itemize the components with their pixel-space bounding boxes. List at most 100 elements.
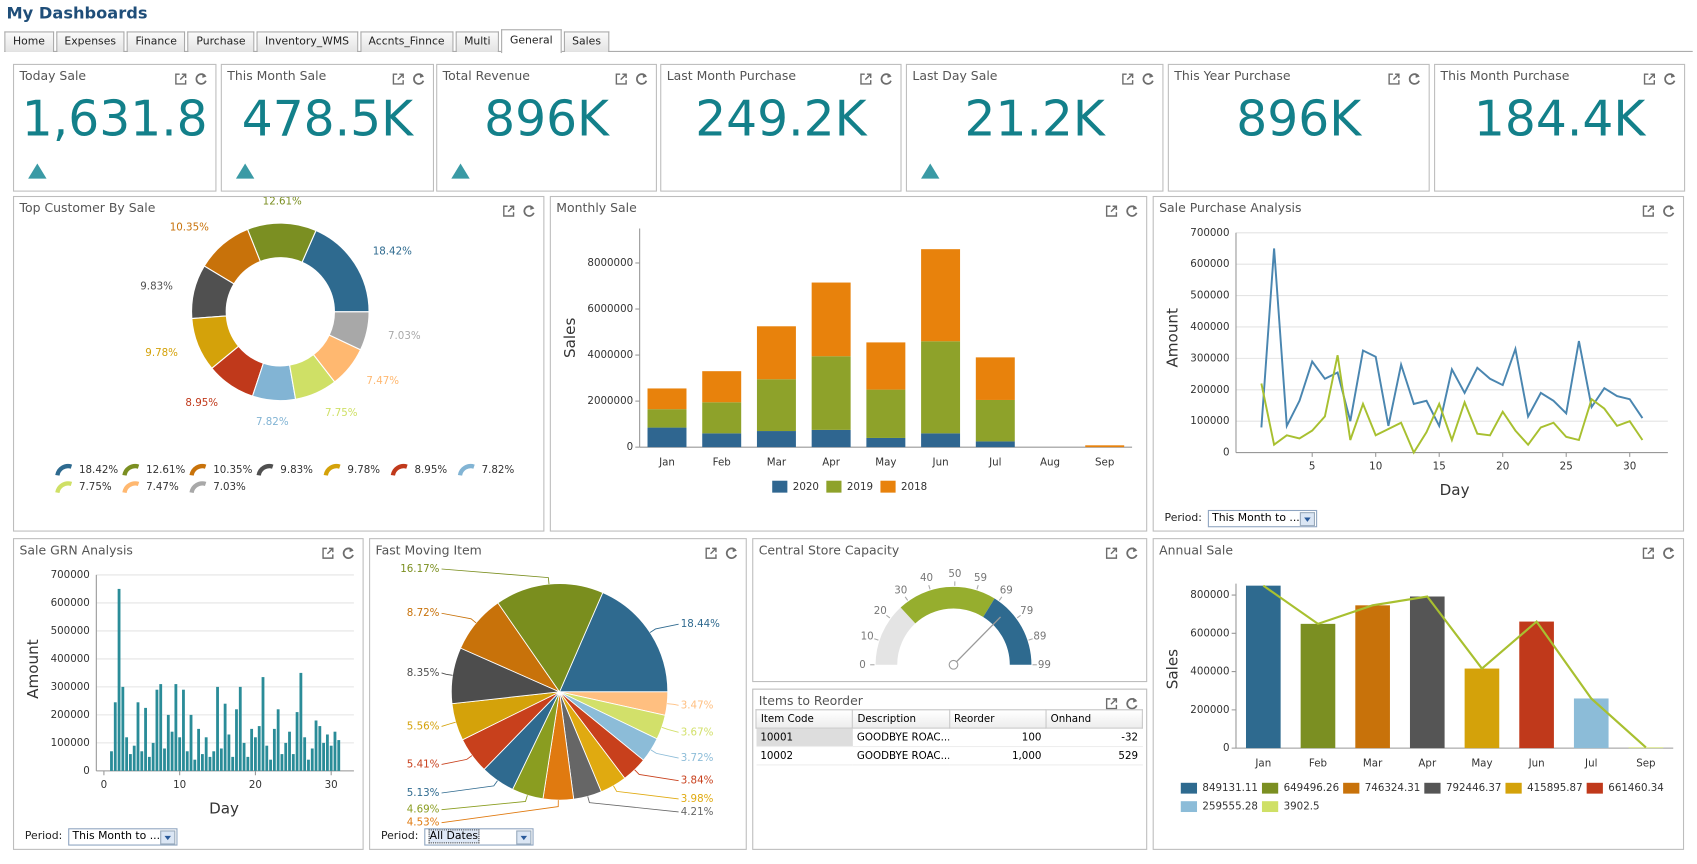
panel-title: Sale GRN Analysis	[19, 542, 133, 558]
x-tick-label: May	[1471, 757, 1492, 769]
expand-icon	[1643, 73, 1655, 85]
refresh-button[interactable]	[1663, 547, 1675, 559]
period-label: Period:	[1164, 512, 1202, 525]
trend-up-icon	[921, 163, 940, 179]
refresh-button[interactable]	[636, 73, 648, 85]
column-header[interactable]: Item Code	[755, 709, 854, 729]
bar	[231, 756, 235, 771]
refresh-button[interactable]	[1126, 205, 1138, 217]
table-row[interactable]: 10002 GOODBYE ROAC... 1,000 529	[755, 746, 1143, 766]
expand-button[interactable]	[322, 547, 334, 559]
bar-segment	[647, 427, 687, 448]
expand-button[interactable]	[1105, 547, 1118, 559]
bar	[322, 742, 326, 771]
expand-button[interactable]	[1105, 698, 1118, 710]
tab[interactable]: Accnts_Finnce	[359, 31, 454, 52]
refresh-button[interactable]	[523, 205, 535, 217]
x-tick-label: Feb	[713, 456, 731, 468]
y-tick-label: 100000	[51, 737, 90, 749]
x-tick-label: 20	[1496, 461, 1509, 473]
panel-graphics: 896K	[451, 73, 648, 179]
bar	[1355, 605, 1390, 749]
refresh-button[interactable]	[1408, 73, 1420, 85]
panel-graphics: 0 100000 200000 300000 400000 500000 600000 700…	[1164, 205, 1675, 499]
bar	[113, 702, 117, 771]
bar	[212, 751, 216, 771]
expand-button[interactable]	[1642, 205, 1654, 217]
bar	[235, 709, 238, 771]
donut-slice	[203, 228, 262, 285]
refresh-arrow	[1669, 205, 1675, 210]
bar-segment	[702, 402, 742, 434]
panel: Items to Reorder Item Code Description Reor…	[752, 688, 1148, 850]
bar	[276, 709, 280, 771]
refresh-button[interactable]	[342, 547, 354, 559]
column-header[interactable]: Onhand	[1045, 709, 1143, 729]
expand-button[interactable]	[175, 73, 187, 85]
period-dropdown[interactable]: This Month to ...	[1207, 509, 1318, 528]
x-tick-label: Jul	[1584, 757, 1597, 769]
panel: 184.4K This Month Purchase	[1434, 63, 1686, 192]
refresh-button[interactable]	[1126, 547, 1138, 559]
period-value: All Dates	[428, 829, 480, 844]
expand-button[interactable]	[1122, 73, 1134, 85]
legend-icon	[189, 481, 207, 494]
expand-button[interactable]	[1105, 205, 1118, 217]
panel: 0 100000 200000 300000 400000 500000 600000 700…	[12, 538, 364, 850]
expand-icon	[1642, 205, 1654, 217]
tab[interactable]: Sales	[563, 31, 610, 52]
refresh-button[interactable]	[1663, 205, 1675, 217]
refresh-button[interactable]	[413, 73, 425, 85]
legend-icon	[122, 481, 140, 494]
table-row[interactable]: 10001 GOODBYE ROAC... 100 -32	[755, 728, 1143, 748]
bar	[303, 737, 307, 771]
tab[interactable]: Expenses	[55, 31, 125, 52]
tab[interactable]: General	[501, 29, 562, 54]
tab[interactable]: Home	[4, 31, 54, 52]
bar-segment	[921, 433, 961, 448]
refresh-button[interactable]	[1664, 73, 1676, 85]
bar-segment	[756, 326, 796, 380]
refresh-button[interactable]	[1126, 697, 1138, 710]
expand-button[interactable]	[1643, 73, 1655, 85]
data-label: 7.82%	[256, 416, 289, 428]
period-dropdown[interactable]: This Month to ...	[68, 828, 178, 846]
period-dropdown[interactable]: All Dates	[424, 828, 534, 846]
column-header[interactable]: Description	[852, 709, 950, 729]
refresh-arrow	[642, 73, 647, 78]
tab[interactable]: Inventory_WMS	[256, 31, 358, 52]
legend-label: 18.42%	[79, 464, 118, 476]
period-label: Period:	[24, 830, 63, 843]
refresh-button[interactable]	[1142, 73, 1154, 85]
bar	[1573, 698, 1609, 749]
panel-graphics: 896K	[1236, 73, 1420, 147]
legend-swatch	[1180, 801, 1198, 813]
bar-segment	[975, 441, 1015, 448]
legend-label: 7.82%	[482, 464, 515, 476]
tab[interactable]: Multi	[455, 31, 500, 52]
expand-button[interactable]	[503, 205, 515, 217]
expand-button[interactable]	[1388, 73, 1400, 85]
y-tick-label: 400000	[1190, 321, 1229, 333]
expand-button[interactable]	[615, 73, 627, 85]
refresh-button[interactable]	[725, 547, 737, 559]
x-tick-label: 0	[101, 779, 108, 791]
bar	[166, 714, 170, 771]
expand-button[interactable]	[860, 73, 872, 85]
column-header[interactable]: Reorder	[948, 709, 1047, 729]
tab[interactable]: Purchase	[187, 31, 255, 52]
x-tick-label: Mar	[767, 456, 787, 468]
data-label: 12.61%	[263, 197, 302, 207]
refresh-button[interactable]	[195, 73, 207, 85]
pie-slice	[497, 583, 604, 693]
expand-button[interactable]	[705, 547, 717, 559]
leader-line	[634, 769, 679, 782]
expand-button[interactable]	[392, 73, 404, 85]
panel: 21.2K Last Day Sale	[905, 63, 1164, 192]
refresh-button[interactable]	[880, 73, 892, 85]
bar	[307, 759, 310, 771]
expand-button[interactable]	[1642, 547, 1654, 559]
donut-slice	[301, 229, 370, 313]
tab[interactable]: Finance	[126, 31, 186, 52]
y-tick-label: 0	[83, 765, 90, 777]
